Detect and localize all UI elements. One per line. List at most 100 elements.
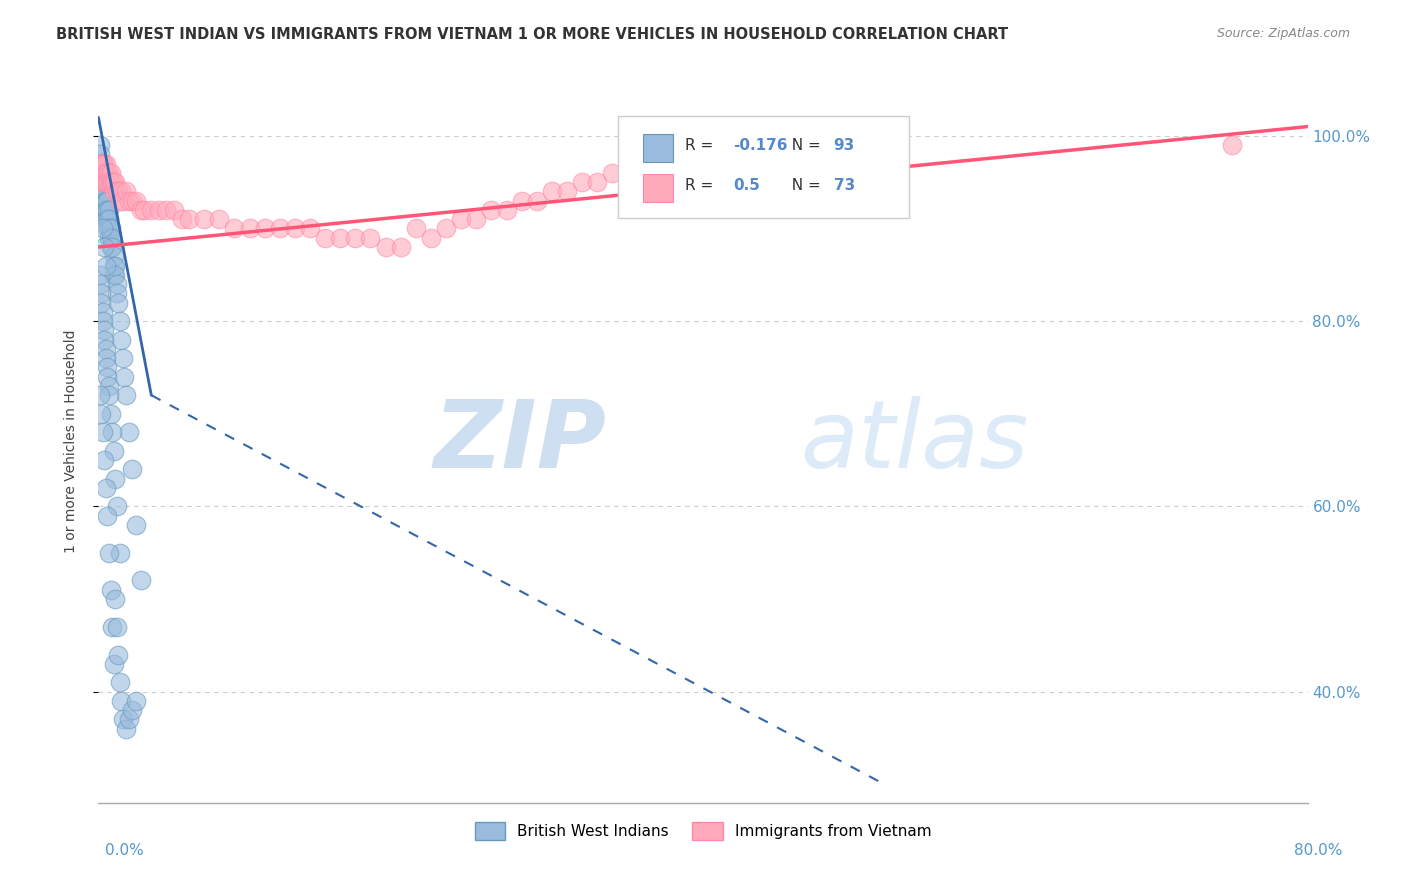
Point [420, 231, 443, 245]
Text: 0.5: 0.5 [734, 178, 761, 193]
Point [100, 407, 122, 421]
Point [141, 202, 163, 217]
Point [434, 221, 457, 235]
Point [89, 156, 111, 170]
Text: 93: 93 [834, 137, 855, 153]
Point [93, 166, 115, 180]
Point [91, 156, 114, 170]
FancyBboxPatch shape [619, 117, 908, 218]
Point [103, 443, 125, 458]
Point [93, 175, 115, 189]
Point [155, 202, 177, 217]
Point [129, 574, 152, 588]
Text: 0.0%: 0.0% [105, 843, 145, 858]
Point [239, 221, 262, 235]
Point [101, 231, 124, 245]
Point [481, 202, 503, 217]
Point [125, 194, 148, 208]
Point [602, 166, 624, 180]
Point [586, 175, 609, 189]
Point [103, 259, 125, 273]
Point [98, 231, 121, 245]
Point [329, 231, 352, 245]
Point [299, 221, 322, 235]
Point [179, 212, 201, 227]
Point [100, 221, 122, 235]
Point [105, 620, 128, 634]
Point [94, 351, 117, 366]
Point [112, 369, 135, 384]
Point [105, 500, 128, 514]
Point [253, 221, 276, 235]
Point [90, 166, 112, 180]
Point [100, 582, 122, 597]
Point [96, 369, 118, 384]
Point [91, 305, 114, 319]
Point [89, 388, 111, 402]
Point [125, 694, 148, 708]
Point [101, 425, 124, 440]
Point [98, 175, 121, 189]
Text: ZIP: ZIP [433, 395, 606, 488]
Point [692, 156, 714, 170]
Point [193, 212, 215, 227]
Point [93, 194, 115, 208]
Text: Source: ZipAtlas.com: Source: ZipAtlas.com [1216, 27, 1350, 40]
Point [111, 351, 134, 366]
Point [94, 185, 117, 199]
Point [93, 453, 115, 467]
Point [89, 147, 111, 161]
Point [96, 212, 118, 227]
Point [90, 295, 112, 310]
Point [89, 166, 111, 180]
Point [108, 314, 131, 328]
Point [107, 185, 129, 199]
Point [103, 657, 125, 671]
Point [110, 694, 132, 708]
Point [111, 194, 134, 208]
Point [114, 722, 136, 736]
Text: N =: N = [782, 137, 825, 153]
Point [118, 713, 141, 727]
Point [94, 481, 117, 495]
Point [100, 240, 122, 254]
Point [98, 546, 121, 560]
FancyBboxPatch shape [643, 174, 673, 202]
Text: R =: R = [685, 178, 718, 193]
Point [94, 212, 117, 227]
Point [93, 240, 115, 254]
Point [90, 156, 112, 170]
Point [89, 138, 111, 153]
Point [91, 175, 114, 189]
Point [125, 517, 148, 532]
Point [118, 425, 141, 440]
Point [170, 212, 193, 227]
Point [571, 175, 593, 189]
Point [344, 231, 367, 245]
Point [104, 259, 127, 273]
Point [93, 166, 115, 180]
Y-axis label: 1 or more Vehicles in Household: 1 or more Vehicles in Household [63, 330, 77, 553]
Point [284, 221, 307, 235]
Point [93, 323, 115, 337]
Point [96, 202, 118, 217]
Text: 80.0%: 80.0% [1295, 843, 1343, 858]
Point [405, 221, 427, 235]
Point [101, 240, 124, 254]
Point [540, 185, 562, 199]
Point [107, 295, 129, 310]
Point [103, 185, 125, 199]
Point [96, 194, 118, 208]
Text: N =: N = [782, 178, 825, 193]
Point [374, 240, 396, 254]
Point [269, 221, 291, 235]
Point [94, 156, 117, 170]
FancyBboxPatch shape [643, 135, 673, 162]
Point [96, 360, 118, 375]
Point [93, 333, 115, 347]
Point [91, 175, 114, 189]
Point [104, 592, 127, 607]
Point [110, 333, 132, 347]
Point [96, 221, 118, 235]
Point [98, 212, 121, 227]
